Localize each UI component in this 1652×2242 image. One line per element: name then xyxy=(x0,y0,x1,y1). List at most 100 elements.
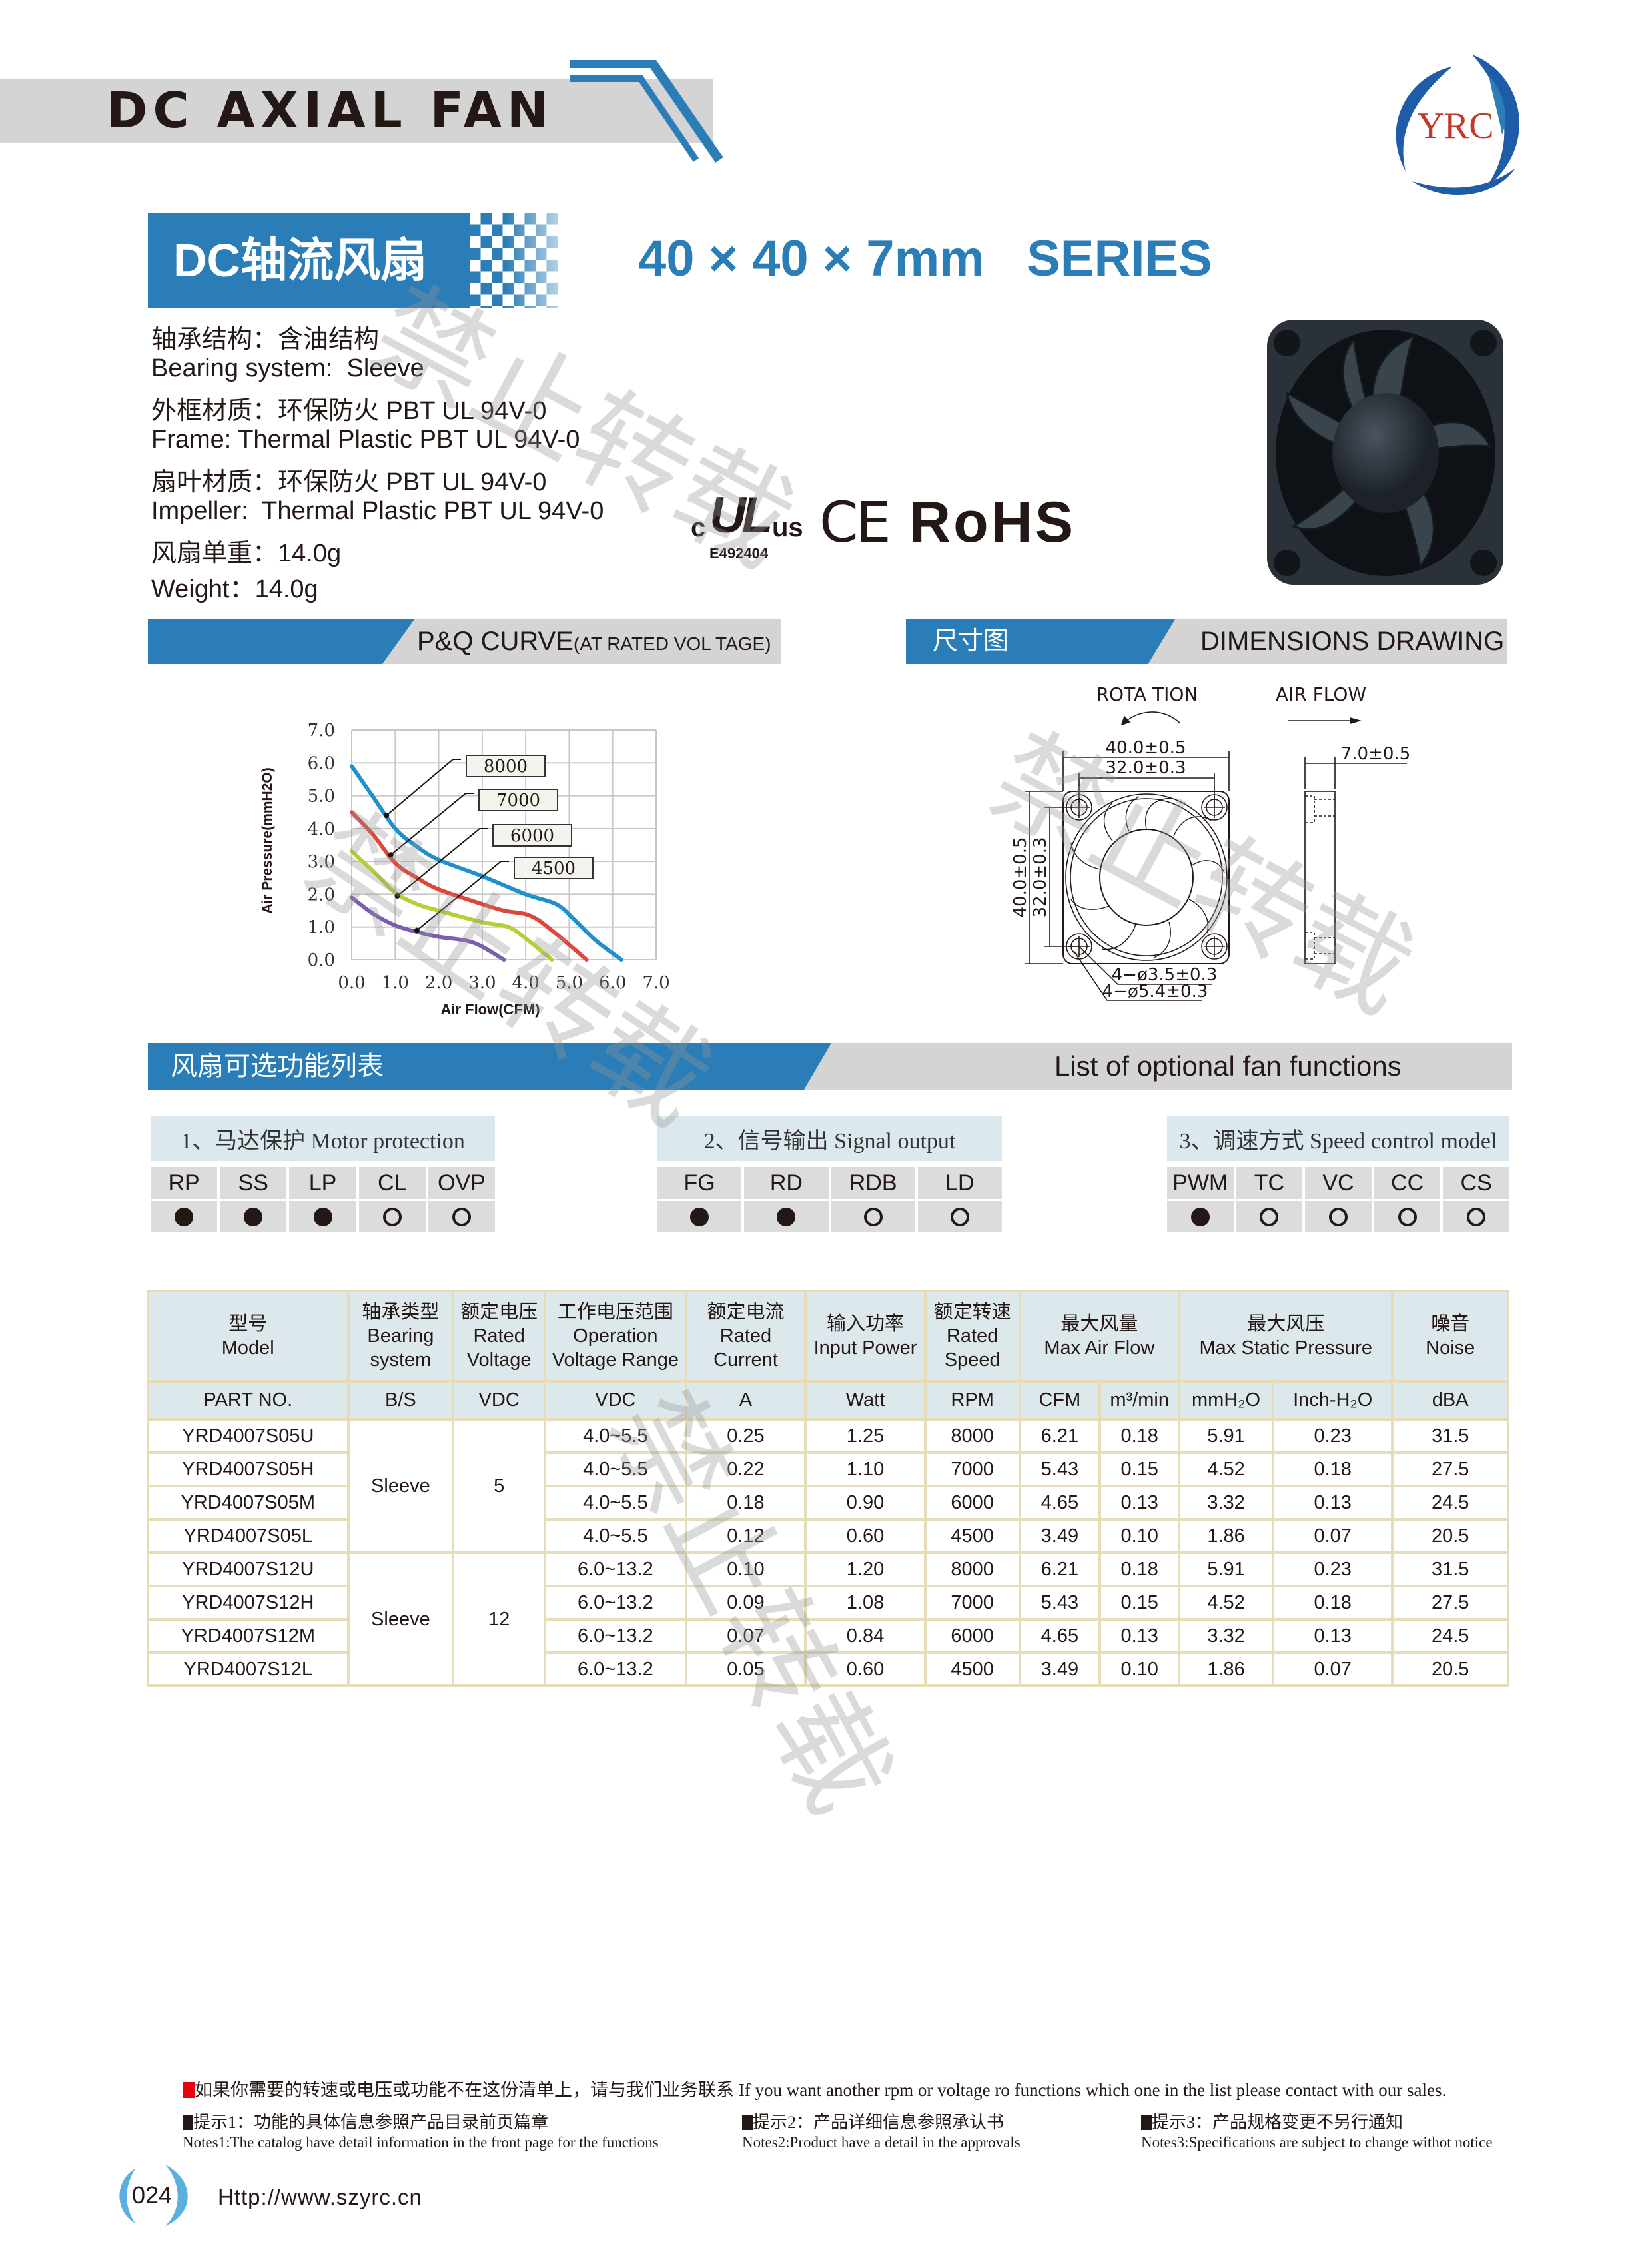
airflow-label: AIR FLOW xyxy=(1276,683,1366,705)
data-cell: 4.65 xyxy=(1018,1618,1102,1654)
x-axis-label: Air Flow(CFM) xyxy=(440,1001,540,1018)
empty-circle-icon xyxy=(863,1207,883,1226)
data-cell: 6.21 xyxy=(1018,1418,1102,1454)
header-line: Operation xyxy=(573,1325,658,1347)
data-cell: 0.18 xyxy=(1271,1585,1394,1621)
function-code: CC xyxy=(1374,1167,1441,1199)
data-cell: 0.84 xyxy=(804,1618,927,1654)
header-line: Rated xyxy=(473,1325,525,1347)
x-tick-label: 1.0 xyxy=(382,973,409,993)
x-tick-label: 4.0 xyxy=(512,973,539,993)
function-availability xyxy=(744,1201,829,1232)
header-bar xyxy=(0,79,713,143)
header-line: Model xyxy=(221,1337,274,1359)
data-cell: 3.49 xyxy=(1018,1651,1102,1687)
table-row: YRD4007S12M 6.0~13.2 0.07 0.84 6000 4.65 0.13 3… xyxy=(147,1618,1509,1654)
header-line: Max Air Flow xyxy=(1044,1337,1155,1359)
note-1-cn: 提示1：功能的具体信息参照产品目录前页篇章 xyxy=(183,2109,548,2133)
spec-frame-cn: 外框材质：环保防火 PBT UL 94V-0 xyxy=(151,397,547,425)
unit-cell: Watt xyxy=(804,1380,927,1421)
data-cell: 0.07 xyxy=(1271,1651,1394,1687)
function-code-row: FG RD RDB LD xyxy=(657,1167,1002,1199)
header-line: Bearing xyxy=(367,1325,434,1347)
data-cell: 0.25 xyxy=(684,1418,807,1454)
data-cell: 31.5 xyxy=(1391,1551,1509,1587)
data-cell: 0.10 xyxy=(1098,1651,1181,1687)
label-arrow xyxy=(390,793,474,856)
data-cell: 0.23 xyxy=(1271,1418,1394,1454)
function-code-row: PWM TC VC CC CS xyxy=(1167,1167,1509,1199)
svg-text:YRC: YRC xyxy=(1417,105,1493,147)
column-header: 额定电压 Rated Voltage xyxy=(452,1290,547,1383)
data-cell: 31.5 xyxy=(1391,1418,1509,1454)
data-cell: 6.0~13.2 xyxy=(544,1618,687,1654)
data-cell: 0.13 xyxy=(1271,1618,1394,1654)
unit-cell: m³/min xyxy=(1098,1380,1181,1421)
function-code: RDB xyxy=(831,1167,915,1199)
data-cell: 0.13 xyxy=(1271,1485,1394,1521)
column-header: 最大风量 Max Air Flow xyxy=(1018,1290,1181,1383)
header-line: 噪音 xyxy=(1431,1313,1470,1335)
hole-small-dim: 4−ø3.5±0.3 xyxy=(1112,965,1218,985)
data-cell: 4500 xyxy=(923,1518,1021,1554)
units-row: PART NO. B/S VDC VDC A Watt RPM CFM m³/min mmH₂O I… xyxy=(147,1380,1509,1421)
part-number: YRD4007S05U xyxy=(147,1418,350,1454)
bearing-cell: Sleeve xyxy=(346,1551,455,1687)
function-availability xyxy=(1443,1201,1509,1232)
function-group-title: 3、调速方式 Speed control model xyxy=(1167,1116,1509,1161)
function-code: TC xyxy=(1236,1167,1303,1199)
function-availability xyxy=(657,1201,742,1232)
website-link[interactable]: Http://www.szyrc.cn xyxy=(218,2185,422,2209)
functions-title-cn: 风扇可选功能列表 xyxy=(171,1052,384,1081)
function-availability xyxy=(151,1201,218,1232)
x-tick-label: 5.0 xyxy=(556,973,583,993)
empty-circle-icon xyxy=(382,1207,402,1226)
data-cell: 0.05 xyxy=(684,1651,807,1687)
header-line: Rated xyxy=(946,1325,999,1347)
data-cell: 4.0~5.5 xyxy=(544,1418,687,1454)
part-number: YRD4007S05H xyxy=(147,1451,350,1487)
table-row: YRD4007S12L 6.0~13.2 0.05 0.60 4500 3.49 0.10 1… xyxy=(147,1651,1509,1687)
data-cell: 1.86 xyxy=(1178,1518,1274,1554)
note-1-en: Notes1:The catalog have detail informati… xyxy=(183,2134,659,2151)
spec-table: 型号 Model 轴承类型 Bearing system 额定电压 Rated Voltage… xyxy=(147,1290,1509,1687)
data-cell: 4500 xyxy=(923,1651,1021,1687)
data-cell: 27.5 xyxy=(1391,1585,1509,1621)
data-cell: 0.15 xyxy=(1098,1451,1181,1487)
unit-cell: VDC xyxy=(452,1380,547,1421)
data-cell: 0.22 xyxy=(684,1451,807,1487)
data-cell: 20.5 xyxy=(1391,1518,1509,1554)
y-tick-label: 2.0 xyxy=(308,885,335,905)
svg-text:024: 024 xyxy=(132,2181,172,2209)
yrc-logo: YRC xyxy=(1396,55,1519,196)
data-cell: 4.65 xyxy=(1018,1485,1102,1521)
empty-circle-icon xyxy=(1328,1207,1348,1226)
header-line: Input Power xyxy=(813,1337,917,1359)
data-cell: 0.60 xyxy=(804,1651,927,1687)
function-group-title: 2、信号输出 Signal output xyxy=(657,1116,1002,1161)
series-line-7000 xyxy=(350,810,589,962)
empty-circle-icon xyxy=(1467,1207,1486,1226)
part-number: YRD4007S12L xyxy=(147,1651,350,1687)
header-line: Noise xyxy=(1426,1337,1475,1359)
function-code: CL xyxy=(358,1167,426,1199)
header-line: 最大风量 xyxy=(1060,1313,1138,1335)
data-cell: 6.0~13.2 xyxy=(544,1585,687,1621)
series-line-6000 xyxy=(350,849,554,962)
data-cell: 4.0~5.5 xyxy=(544,1485,687,1521)
filled-circle-icon xyxy=(1190,1207,1210,1226)
function-code: SS xyxy=(220,1167,287,1199)
data-cell: 7000 xyxy=(923,1451,1021,1487)
unit-cell: RPM xyxy=(923,1380,1021,1421)
height-hole-dim: 32.0±0.3 xyxy=(1031,837,1050,917)
rohs-cert-logo: RoHS xyxy=(909,490,1076,554)
data-cell: 4.0~5.5 xyxy=(544,1451,687,1487)
y-tick-label: 5.0 xyxy=(308,787,335,807)
series-label: 4500 xyxy=(532,859,576,879)
filled-circle-icon xyxy=(175,1207,194,1226)
function-availability xyxy=(1305,1201,1372,1232)
function-availability-row xyxy=(1167,1201,1509,1232)
header-line: 工作电压范围 xyxy=(557,1301,673,1323)
data-cell: 4.0~5.5 xyxy=(544,1518,687,1554)
header-line: Current xyxy=(713,1349,778,1371)
